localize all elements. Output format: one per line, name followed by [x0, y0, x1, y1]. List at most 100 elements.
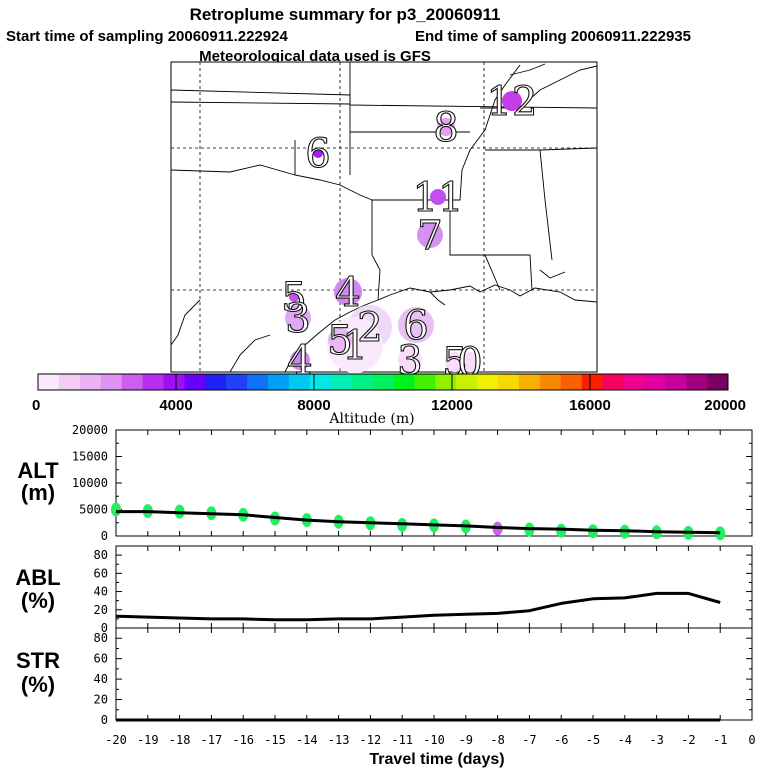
particle-altitude-point	[556, 523, 567, 538]
trajectory-dot	[289, 292, 299, 302]
y-tick-label: 15000	[72, 450, 108, 464]
y-tick-label: 60	[94, 652, 108, 666]
x-tick-label: -17	[201, 733, 223, 747]
trajectory-dot	[290, 350, 310, 370]
colorbar-cell	[644, 374, 666, 390]
y-tick-label: 80	[94, 631, 108, 645]
colorbar-cell	[602, 374, 624, 390]
colorbar-cell	[268, 374, 290, 390]
colorbar-cell	[226, 374, 248, 390]
colorbar-cell	[665, 374, 687, 390]
x-tick-label: -14	[296, 733, 318, 747]
x-tick-label: -4	[618, 733, 632, 747]
colorbar-cells	[38, 374, 729, 390]
trajectory-dot	[445, 352, 465, 372]
trajectory-dot	[502, 91, 522, 111]
colorbar-cell	[38, 374, 60, 390]
x-tick-label: -16	[232, 733, 254, 747]
colorbar-cell	[393, 374, 415, 390]
colorbar-cell	[414, 374, 436, 390]
trajectory-day-label: 5	[327, 318, 352, 364]
abl-panel-label: ABL	[15, 565, 60, 590]
y-tick-label: 5000	[79, 503, 108, 517]
y-tick-label: 10000	[72, 476, 108, 490]
colorbar-tick-label: 8000	[297, 397, 330, 414]
colorbar-cell	[351, 374, 373, 390]
colorbar-cell	[58, 374, 81, 390]
colorbar-tick-label: 16000	[569, 397, 611, 414]
y-tick-label: 40	[94, 672, 108, 686]
colorbar-tick-label: 0	[32, 397, 40, 414]
y-tick-label: 60	[94, 566, 108, 580]
x-tick-label: -10	[423, 733, 445, 747]
abl-line	[115, 591, 721, 622]
colorbar-ticks: 0 4000 8000 12000 16000 20000	[32, 374, 746, 414]
colorbar-cell	[707, 374, 729, 390]
x-tick-label: -12	[360, 733, 382, 747]
colorbar-cell	[518, 374, 541, 390]
particle-altitude-point	[715, 526, 726, 541]
colorbar-cell	[498, 374, 520, 390]
alt-panel-unit: (m)	[21, 480, 55, 505]
sampling-start: Start time of sampling 20060911.222924	[6, 28, 288, 45]
str-plot: 80 60 40 20 0	[94, 627, 753, 727]
trajectory-dot	[328, 328, 352, 352]
colorbar-cell	[205, 374, 227, 390]
trajectory-dot	[460, 352, 480, 372]
colorbar-cell	[288, 374, 311, 390]
colorbar-cell	[184, 374, 206, 390]
trajectory-day-label: 2	[357, 305, 382, 351]
abl-panel-unit: (%)	[21, 588, 55, 613]
colorbar-cell	[372, 374, 394, 390]
colorbar-cell	[581, 374, 603, 390]
y-tick-label: 0	[101, 529, 108, 543]
trajectory-day-label: 11	[413, 175, 464, 221]
x-tick-label: -1	[713, 733, 727, 747]
abl-plot: 80 60 40 20 0	[94, 545, 753, 635]
y-tick-label: 0	[101, 713, 108, 727]
x-tick-label: -9	[459, 733, 473, 747]
alt-panel-label: ALT	[17, 458, 59, 483]
meteorology-source: Meteorological data used is GFS	[199, 48, 431, 65]
colorbar-cell	[456, 374, 478, 390]
colorbar-cell	[79, 374, 102, 390]
trajectory-dot	[334, 278, 362, 306]
map-gridlines	[171, 62, 597, 372]
trajectory-day-label: 6	[403, 303, 428, 349]
str-panel-unit: (%)	[21, 672, 55, 697]
y-tick-label: 20000	[72, 423, 108, 437]
alt-mean-line	[116, 510, 721, 535]
figure-title: Retroplume summary for p3_20060911	[190, 5, 501, 24]
x-tick-label: -19	[137, 733, 159, 747]
colorbar-cell	[121, 374, 143, 390]
x-tick-label: -13	[328, 733, 350, 747]
y-tick-label: 0	[101, 621, 108, 635]
x-axis-label: Travel time (days)	[369, 751, 504, 768]
trajectory-day-label: 7	[417, 213, 442, 259]
y-tick-label: 80	[94, 548, 108, 562]
trajectory-day-label: 1	[342, 323, 367, 369]
altitude-colorbar: 0 4000 8000 12000 16000 20000 Altitude (m)	[32, 373, 746, 427]
trajectory-day-label: 3	[285, 296, 310, 342]
colorbar-label: Altitude (m)	[328, 411, 414, 427]
sampling-end: End time of sampling 20060911.222935	[415, 28, 691, 45]
colorbar-cell	[477, 374, 499, 390]
x-tick-label: -18	[169, 733, 191, 747]
trajectory-dot	[398, 348, 422, 372]
trajectory-dot	[313, 148, 323, 158]
trajectory-dot	[417, 222, 443, 248]
x-tick-label: -7	[522, 733, 536, 747]
x-tick-label: -6	[554, 733, 568, 747]
colorbar-cell	[163, 374, 185, 390]
colorbar-cell	[539, 374, 562, 390]
colorbar-cell	[623, 374, 645, 390]
trajectory-day-label: 12	[487, 79, 538, 125]
colorbar-cell	[309, 374, 332, 390]
x-tick-label: -5	[586, 733, 600, 747]
colorbar-tick-label: 12000	[431, 397, 473, 414]
colorbar-cell	[100, 374, 123, 390]
x-tick-label: -8	[490, 733, 504, 747]
x-tick-label: -2	[681, 733, 695, 747]
